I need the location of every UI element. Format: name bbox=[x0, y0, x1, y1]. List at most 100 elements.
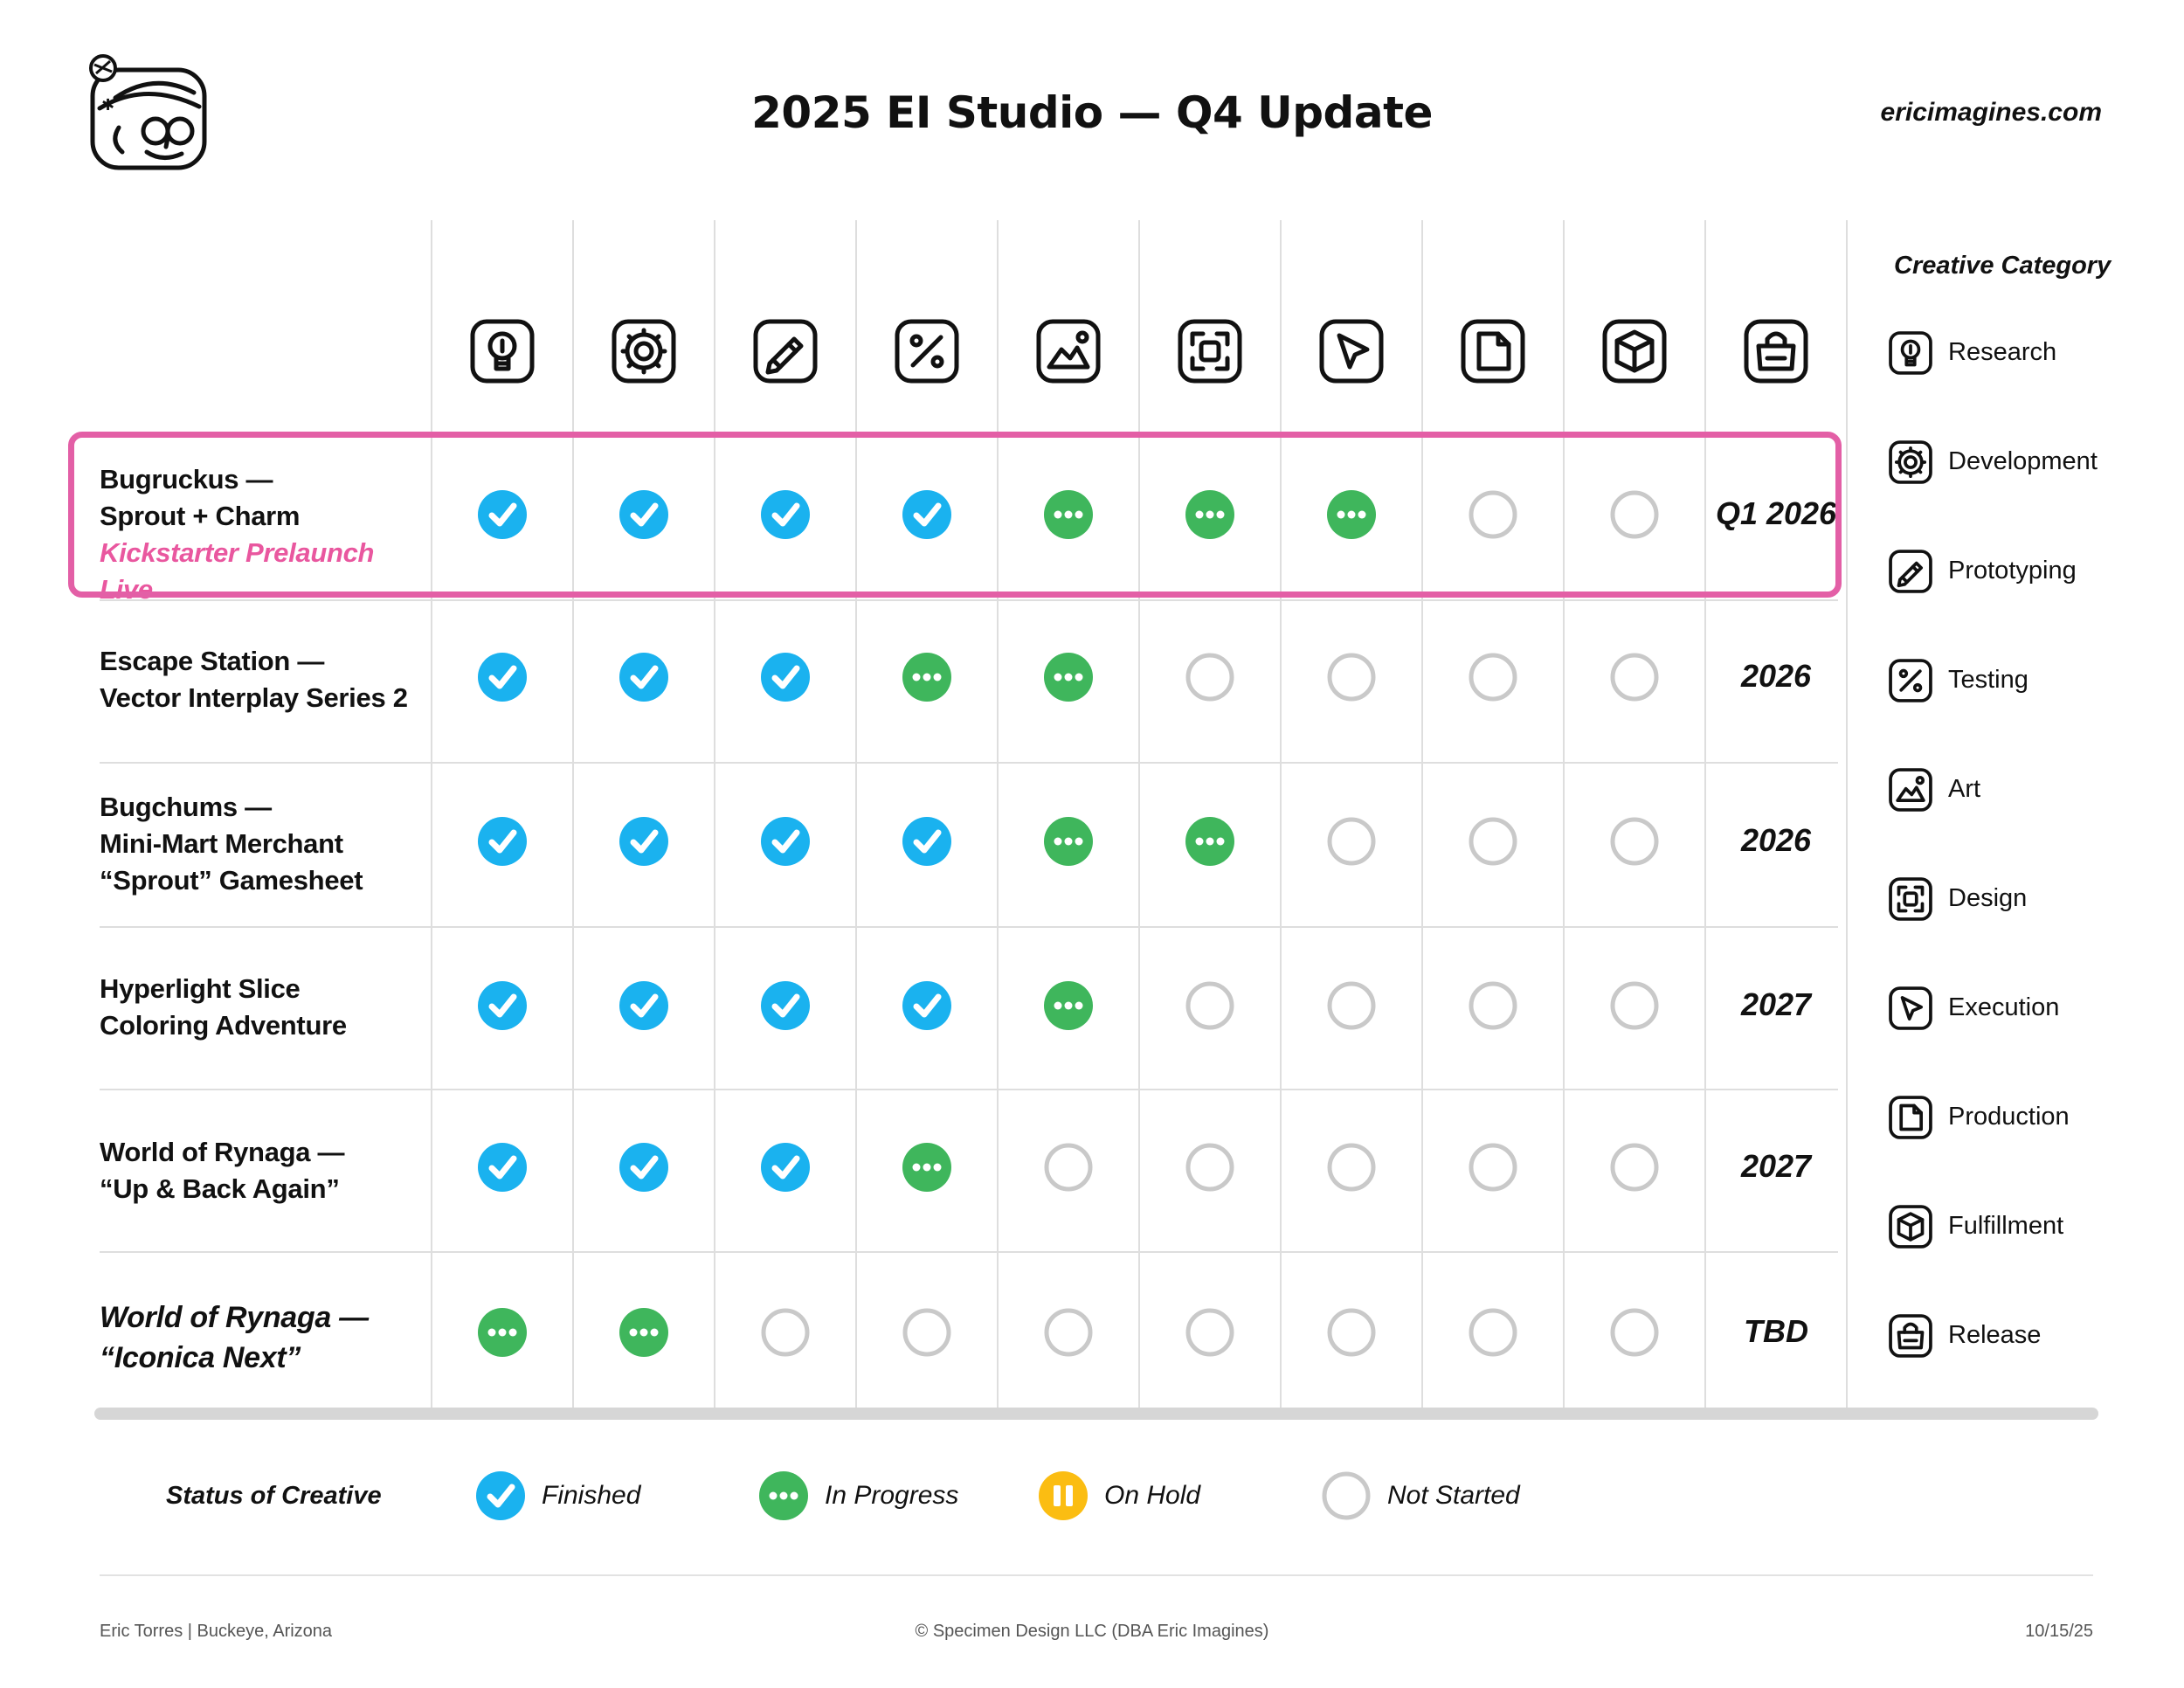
project-label-line: World of Rynaga — bbox=[100, 1301, 369, 1334]
project-label-line: Mini-Mart Merchant bbox=[100, 828, 343, 859]
category-label: Development bbox=[1948, 447, 2098, 475]
status-not-started-icon bbox=[1327, 981, 1376, 1030]
status-not-started-icon bbox=[1610, 1308, 1659, 1357]
status-not-started-icon bbox=[1185, 1143, 1234, 1192]
status-finished-icon bbox=[476, 1471, 525, 1520]
project-highlight-note: Kickstarter Prelaunch Live bbox=[100, 537, 375, 605]
status-not-started-icon bbox=[1469, 490, 1517, 539]
status-not-started-icon bbox=[902, 1308, 951, 1357]
cursor-arrow-icon bbox=[1889, 986, 1932, 1030]
grid-column-line bbox=[1563, 220, 1565, 1412]
status-in-progress-icon bbox=[619, 1308, 668, 1357]
category-label: Release bbox=[1948, 1321, 2042, 1349]
status-finished-icon bbox=[902, 981, 951, 1030]
status-finished-icon bbox=[619, 490, 668, 539]
status-not-started-icon bbox=[1469, 653, 1517, 702]
pencil-icon bbox=[1889, 550, 1932, 593]
status-finished-icon bbox=[478, 490, 527, 539]
project-label-line: Vector Interplay Series 2 bbox=[100, 682, 408, 713]
footer-date: 10/15/25 bbox=[2025, 1622, 2093, 1641]
category-label: Testing bbox=[1948, 666, 2028, 694]
grid-row-line bbox=[100, 599, 1838, 601]
status-not-started-icon bbox=[1044, 1143, 1093, 1192]
status-not-started-icon bbox=[1327, 1143, 1376, 1192]
status-finished-icon bbox=[761, 653, 810, 702]
status-finished-icon bbox=[619, 981, 668, 1030]
release-date: TBD bbox=[1744, 1313, 1808, 1349]
sidebar-title: Creative Category bbox=[1894, 252, 2111, 280]
release-date: 2027 bbox=[1740, 1148, 1812, 1184]
status-in-progress-icon bbox=[759, 1471, 808, 1520]
project-label-line: “Sprout” Gamesheet bbox=[100, 865, 363, 896]
page-title: 2025 EI Studio — Q4 Update bbox=[751, 87, 1433, 138]
footer-divider bbox=[100, 1574, 2093, 1576]
status-not-started-icon bbox=[1469, 1308, 1517, 1357]
lightbulb-icon bbox=[1889, 331, 1932, 375]
grid-column-line bbox=[1704, 220, 1706, 1412]
website-url: ericimagines.com bbox=[1880, 98, 2102, 127]
shopping-bag-icon bbox=[1744, 319, 1808, 384]
legend-label: Finished bbox=[542, 1481, 641, 1510]
status-in-progress-icon bbox=[1185, 817, 1234, 866]
release-date: Q1 2026 bbox=[1715, 495, 1837, 531]
legend-label: In Progress bbox=[825, 1481, 959, 1510]
status-finished-icon bbox=[761, 981, 810, 1030]
status-in-progress-icon bbox=[1044, 653, 1093, 702]
status-not-started-icon bbox=[1610, 981, 1659, 1030]
percent-icon bbox=[1889, 659, 1932, 702]
project-label-line: Coloring Adventure bbox=[100, 1010, 347, 1041]
grid-row-line bbox=[100, 1251, 1838, 1253]
pencil-icon bbox=[753, 319, 818, 384]
category-label: Execution bbox=[1948, 993, 2060, 1021]
grid-column-line bbox=[855, 220, 857, 1412]
project-label: World of Rynaga — “Up & Back Again” bbox=[100, 1134, 432, 1207]
status-finished-icon bbox=[619, 817, 668, 866]
status-in-progress-icon bbox=[902, 653, 951, 702]
grid-column-line bbox=[1138, 220, 1140, 1412]
status-finished-icon bbox=[619, 1143, 668, 1192]
status-not-started-icon bbox=[1044, 1308, 1093, 1357]
status-legend-title: Status of Creative bbox=[166, 1482, 382, 1510]
box-icon bbox=[1602, 319, 1667, 384]
gear-icon bbox=[1889, 440, 1932, 484]
category-label: Art bbox=[1948, 775, 1981, 803]
status-finished-icon bbox=[478, 817, 527, 866]
grid-column-line bbox=[1421, 220, 1423, 1412]
highlight-frame bbox=[68, 432, 1842, 598]
status-in-progress-icon bbox=[478, 1308, 527, 1357]
grid-column-line bbox=[714, 220, 715, 1412]
release-date: 2027 bbox=[1740, 986, 1812, 1022]
category-label: Fulfillment bbox=[1948, 1212, 2064, 1240]
legend-label: Not Started bbox=[1387, 1481, 1520, 1510]
release-date: 2026 bbox=[1740, 658, 1812, 694]
focus-frame-icon bbox=[1178, 319, 1242, 384]
status-not-started-icon bbox=[1610, 490, 1659, 539]
grid-column-line bbox=[572, 220, 574, 1412]
document-icon bbox=[1461, 319, 1525, 384]
status-in-progress-icon bbox=[1044, 817, 1093, 866]
status-in-progress-icon bbox=[1327, 490, 1376, 539]
mountain-icon bbox=[1036, 319, 1101, 384]
project-label-line: Bugruckus — bbox=[100, 464, 273, 495]
project-label: World of Rynaga — “Iconica Next” bbox=[100, 1297, 432, 1378]
grid-column-line bbox=[1280, 220, 1282, 1412]
category-label: Production bbox=[1948, 1103, 2070, 1131]
status-finished-icon bbox=[619, 653, 668, 702]
status-not-started-icon bbox=[1469, 1143, 1517, 1192]
release-date: 2026 bbox=[1740, 822, 1812, 858]
grid-row-line bbox=[100, 1089, 1838, 1090]
mascot-logo: ✱ bbox=[89, 54, 207, 170]
table-bottom-bar bbox=[94, 1408, 2098, 1420]
project-label: Bugchums — Mini-Mart Merchant “Sprout” Gam… bbox=[100, 789, 432, 899]
grid-row-line bbox=[100, 926, 1838, 928]
category-label: Prototyping bbox=[1948, 557, 2077, 585]
status-not-started-icon bbox=[761, 1308, 810, 1357]
status-finished-icon bbox=[761, 490, 810, 539]
footer-author: Eric Torres | Buckeye, Arizona bbox=[100, 1622, 333, 1641]
grid-column-line bbox=[1846, 220, 1848, 1412]
project-label-line: World of Rynaga — bbox=[100, 1137, 345, 1167]
project-label-line: Hyperlight Slice bbox=[100, 973, 301, 1004]
status-not-started-icon bbox=[1610, 817, 1659, 866]
project-label: Hyperlight Slice Coloring Adventure bbox=[100, 971, 432, 1044]
mountain-icon bbox=[1889, 768, 1932, 812]
